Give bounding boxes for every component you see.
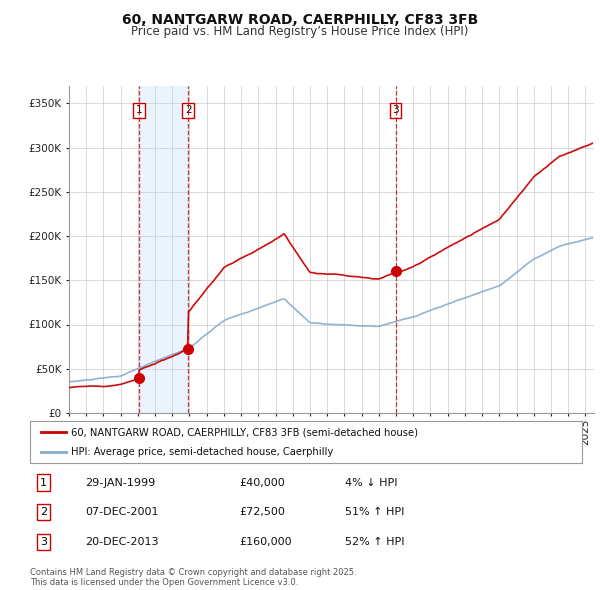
Bar — [139, 86, 188, 413]
Text: Price paid vs. HM Land Registry’s House Price Index (HPI): Price paid vs. HM Land Registry’s House … — [131, 25, 469, 38]
Text: 1: 1 — [40, 477, 47, 487]
Text: 2: 2 — [185, 106, 191, 115]
Text: 51% ↑ HPI: 51% ↑ HPI — [344, 507, 404, 517]
Text: 1: 1 — [136, 106, 143, 115]
Text: 20-DEC-2013: 20-DEC-2013 — [85, 537, 158, 547]
Text: £160,000: £160,000 — [240, 537, 292, 547]
Text: £40,000: £40,000 — [240, 477, 286, 487]
Text: 52% ↑ HPI: 52% ↑ HPI — [344, 537, 404, 547]
Text: 07-DEC-2001: 07-DEC-2001 — [85, 507, 158, 517]
Text: 3: 3 — [392, 106, 399, 115]
Text: 3: 3 — [40, 537, 47, 547]
Text: 4% ↓ HPI: 4% ↓ HPI — [344, 477, 397, 487]
Text: Contains HM Land Registry data © Crown copyright and database right 2025.
This d: Contains HM Land Registry data © Crown c… — [30, 568, 356, 587]
Text: 60, NANTGARW ROAD, CAERPHILLY, CF83 3FB: 60, NANTGARW ROAD, CAERPHILLY, CF83 3FB — [122, 13, 478, 27]
Text: 29-JAN-1999: 29-JAN-1999 — [85, 477, 155, 487]
Text: 2: 2 — [40, 507, 47, 517]
Text: HPI: Average price, semi-detached house, Caerphilly: HPI: Average price, semi-detached house,… — [71, 447, 334, 457]
Text: 60, NANTGARW ROAD, CAERPHILLY, CF83 3FB (semi-detached house): 60, NANTGARW ROAD, CAERPHILLY, CF83 3FB … — [71, 427, 418, 437]
Text: £72,500: £72,500 — [240, 507, 286, 517]
